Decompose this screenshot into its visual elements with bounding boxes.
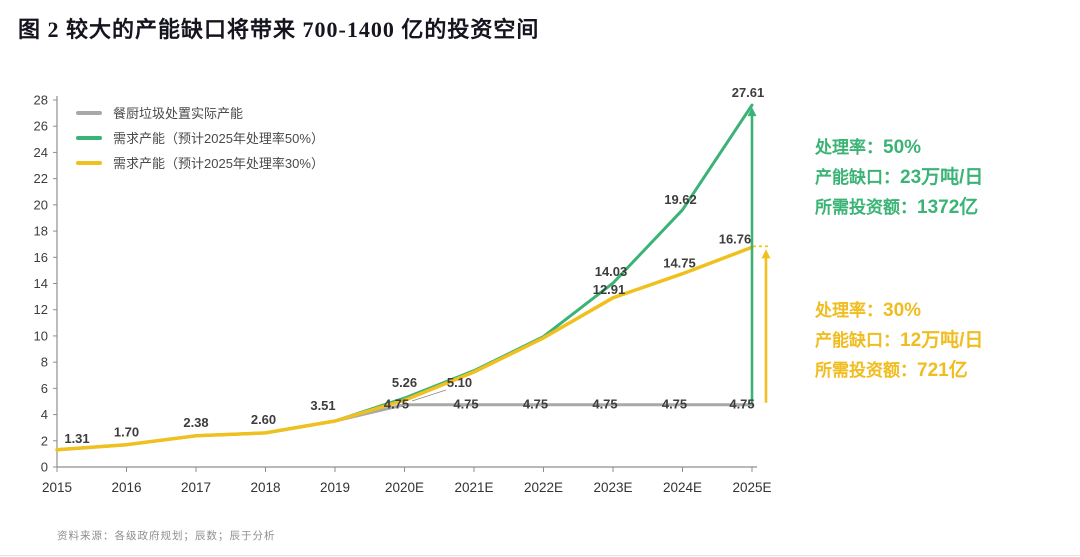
x-tick-label: 2016 — [111, 480, 141, 495]
data-label-series0-x1: 1.70 — [114, 425, 139, 440]
series-line-2 — [55, 245, 754, 452]
data-label-series1-x10: 27.61 — [732, 85, 765, 100]
x-tick-label: 2023E — [593, 480, 632, 495]
annotation-label: 处理率： — [815, 138, 883, 157]
legend-swatch-gray — [76, 110, 102, 115]
annotation-value: 50% — [883, 137, 922, 158]
y-tick-label: 8 — [41, 355, 48, 370]
x-tick-label: 2017 — [181, 480, 211, 495]
gap-arrow-head-0 — [747, 107, 757, 117]
x-tick-label: 2015 — [42, 480, 72, 495]
y-tick-label: 22 — [34, 171, 48, 186]
legend-label: 餐厨垃圾处置实际产能 — [113, 106, 244, 121]
data-label-series0-x2: 2.38 — [183, 415, 208, 430]
label-leader-line — [411, 389, 447, 402]
y-tick-label: 24 — [34, 145, 48, 160]
annotation-label: 产能缺口： — [815, 168, 900, 187]
legend-swatch-green — [76, 135, 102, 140]
data-label-series2-x9: 14.75 — [663, 256, 696, 271]
annotation-row: 所需投资额：721亿 — [815, 356, 1075, 386]
y-tick-label: 12 — [34, 302, 48, 317]
annotation-row: 处理率：30% — [815, 296, 1075, 326]
legend-label: 需求产能（预计2025年处理率50%） — [113, 131, 324, 146]
legend-item-demand-30: 需求产能（预计2025年处理率30%） — [76, 150, 324, 175]
y-tick-label: 2 — [41, 433, 48, 448]
data-label-series0-x9: 4.75 — [662, 397, 687, 412]
page-title: 图 2 较大的产能缺口将带来 700-1400 亿的投资空间 — [18, 17, 540, 42]
y-tick-label: 6 — [41, 381, 48, 396]
data-label-series1-x8: 14.03 — [595, 264, 628, 279]
data-label-series2-x10: 16.76 — [719, 231, 752, 246]
annotation-row: 产能缺口：23万吨/日 — [815, 163, 1075, 193]
annotation-value: 721亿 — [917, 360, 968, 381]
annotation-value: 23万吨/日 — [900, 167, 984, 188]
data-label-series0-x6: 4.75 — [453, 397, 478, 412]
x-tick-label: 2024E — [663, 480, 702, 495]
y-tick-label: 18 — [34, 224, 48, 239]
data-label-series0-x4: 3.51 — [310, 398, 335, 413]
y-tick-label: 10 — [34, 328, 48, 343]
annotation-label: 所需投资额： — [815, 198, 917, 217]
y-tick-label: 16 — [34, 250, 48, 265]
annotation-30pct-scenario: 处理率：30% 产能缺口：12万吨/日 所需投资额：721亿 — [815, 296, 1075, 386]
x-tick-label: 2025E — [732, 480, 771, 495]
chart-legend: 餐厨垃圾处置实际产能 需求产能（预计2025年处理率50%） 需求产能（预计20… — [76, 100, 324, 175]
annotation-row: 处理率：50% — [815, 133, 1075, 163]
data-label-series0-x0: 1.31 — [64, 431, 89, 446]
source-note: 资料来源：各级政府规划；辰数；辰于分析 — [57, 531, 276, 542]
data-label-series1-x5: 5.26 — [392, 375, 417, 390]
annotation-value: 12万吨/日 — [900, 330, 984, 351]
y-tick-label: 20 — [34, 197, 48, 212]
y-tick-label: 26 — [34, 119, 48, 134]
annotation-label: 产能缺口： — [815, 331, 900, 350]
annotation-value: 30% — [883, 300, 922, 321]
annotation-value: 1372亿 — [917, 197, 979, 218]
annotation-row: 所需投资额：1372亿 — [815, 193, 1075, 223]
y-tick-label: 0 — [41, 460, 48, 475]
data-label-series0-x10: 4.75 — [729, 397, 754, 412]
legend-label: 需求产能（预计2025年处理率30%） — [113, 156, 324, 171]
x-tick-label: 2018 — [250, 480, 280, 495]
data-label-series0-x3: 2.60 — [251, 412, 276, 427]
x-tick-label: 2019 — [320, 480, 350, 495]
annotation-label: 所需投资额： — [815, 361, 917, 380]
y-tick-label: 14 — [34, 276, 48, 291]
y-tick-label: 28 — [34, 93, 48, 108]
legend-item-actual-capacity: 餐厨垃圾处置实际产能 — [76, 100, 324, 125]
annotation-row: 产能缺口：12万吨/日 — [815, 326, 1075, 356]
x-tick-label: 2020E — [385, 480, 424, 495]
data-label-series0-x5: 4.75 — [384, 397, 409, 412]
gap-arrow-head-1 — [761, 249, 771, 259]
annotation-50pct-scenario: 处理率：50% 产能缺口：23万吨/日 所需投资额：1372亿 — [815, 133, 1075, 223]
page-bottom-divider — [0, 555, 1080, 556]
x-tick-label: 2021E — [454, 480, 493, 495]
data-label-series0-x8: 4.75 — [592, 397, 617, 412]
annotation-label: 处理率： — [815, 301, 883, 320]
data-label-series2-x8: 12.91 — [593, 282, 626, 297]
y-tick-label: 4 — [41, 407, 48, 422]
data-label-series1-x9: 19.62 — [664, 192, 697, 207]
legend-item-demand-50: 需求产能（预计2025年处理率50%） — [76, 125, 324, 150]
data-label-series2-x5: 5.10 — [447, 375, 472, 390]
data-label-series0-x7: 4.75 — [523, 397, 548, 412]
legend-swatch-yellow — [76, 160, 102, 165]
x-tick-label: 2022E — [524, 480, 563, 495]
